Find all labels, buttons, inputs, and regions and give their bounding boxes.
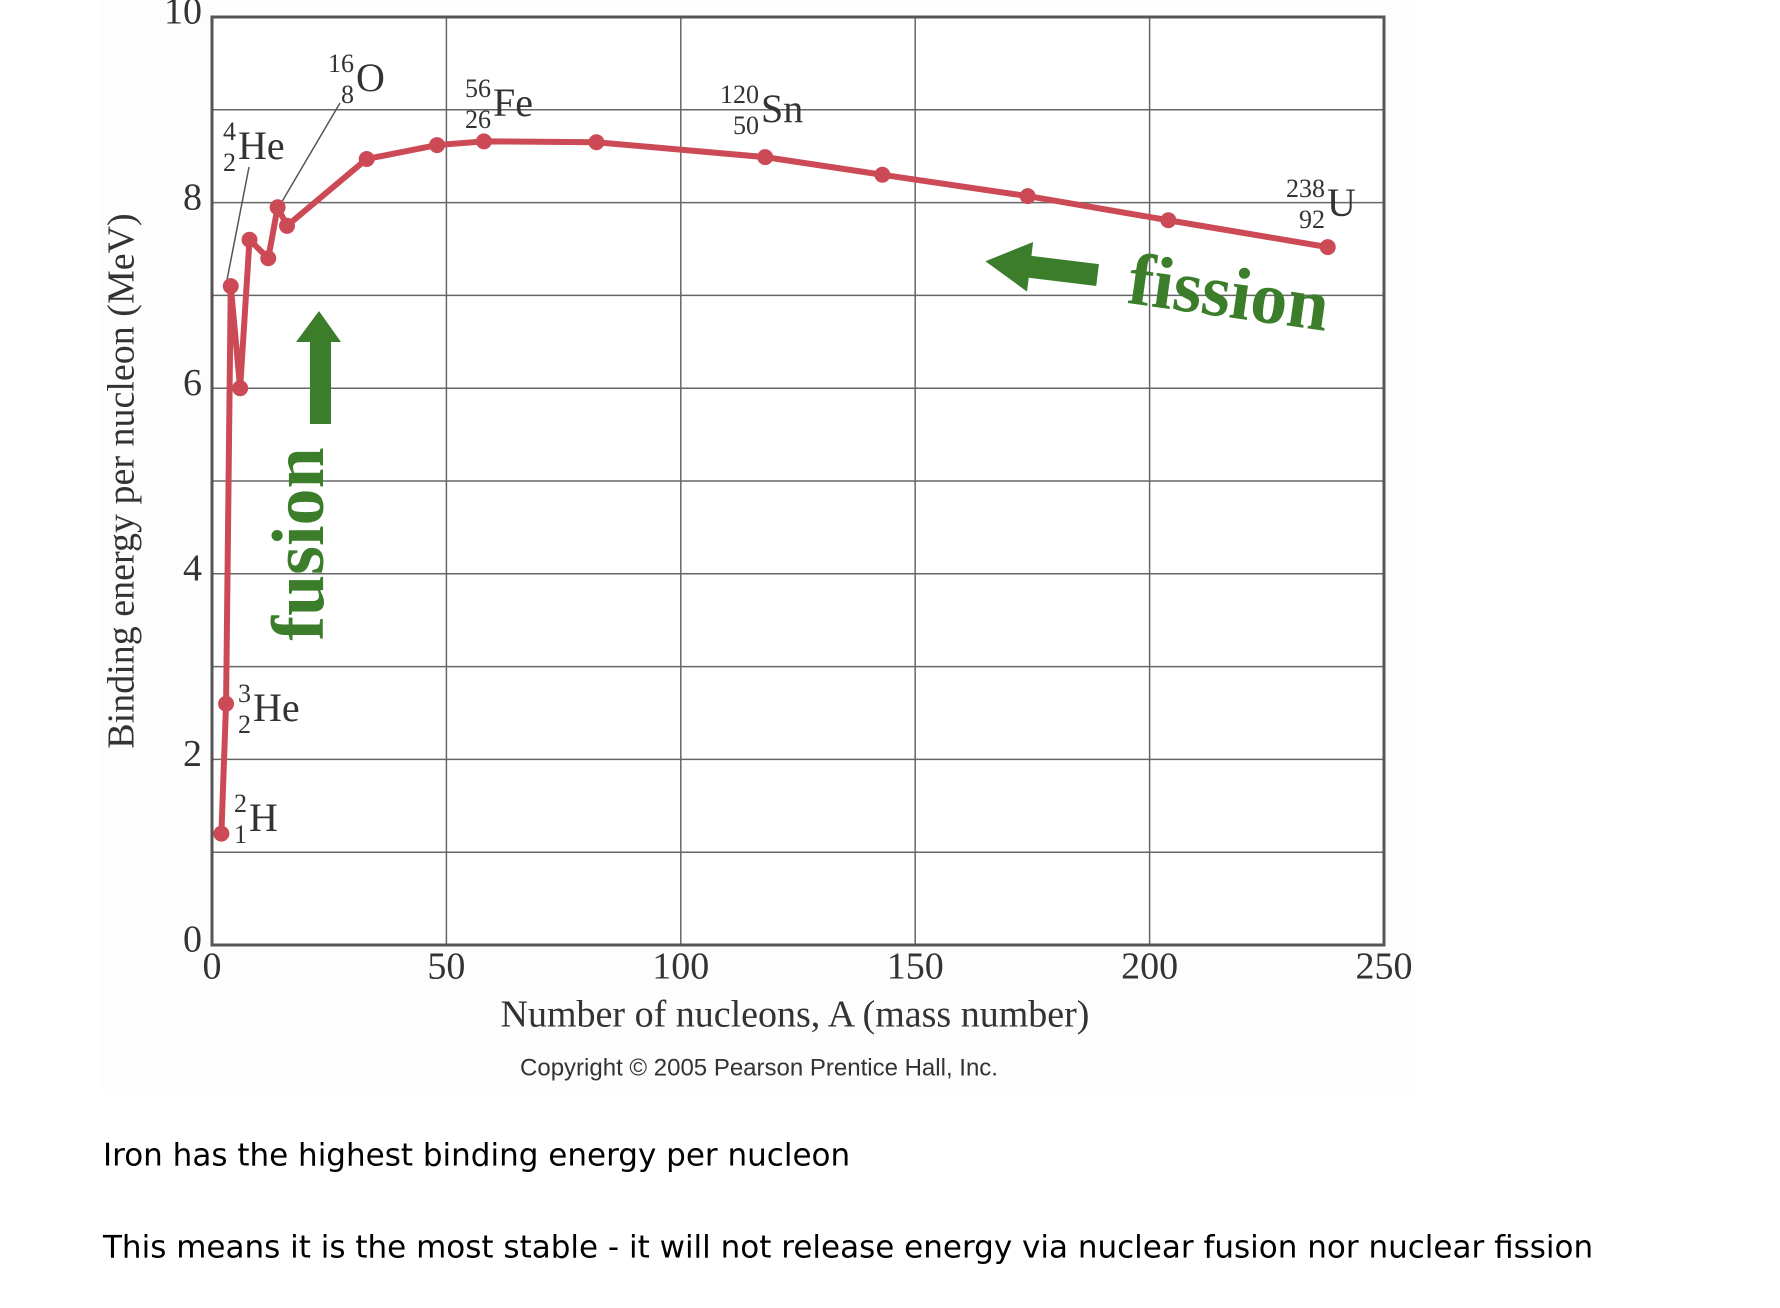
data-point [241, 231, 258, 248]
data-point [269, 199, 286, 216]
y-tick-label: 4 [183, 548, 202, 590]
arrow-head [296, 311, 341, 342]
fusion-label: fusion [258, 447, 340, 640]
atomic-number: 8 [341, 80, 354, 109]
atomic-number: 92 [1299, 205, 1325, 234]
atomic-number: 50 [733, 111, 759, 140]
element-symbol: Fe [493, 80, 533, 125]
nuclide-label: 42 He [223, 117, 285, 177]
atomic-number: 2 [238, 710, 251, 739]
data-point [232, 380, 249, 397]
data-point [260, 250, 277, 267]
copyright: Copyright © 2005 Pearson Prentice Hall, … [520, 1054, 998, 1081]
data-point [279, 217, 296, 234]
y-tick-label: 6 [183, 362, 202, 404]
y-tick-label: 10 [164, 0, 202, 33]
mass-number: 56 [465, 74, 491, 103]
plot-frame [210, 15, 1386, 947]
x-tick-label: 250 [1356, 946, 1413, 988]
data-point [1019, 188, 1036, 205]
y-tick-label: 0 [183, 919, 202, 961]
y-axis-title: Binding energy per nucleon (MeV) [101, 213, 143, 748]
leader-line [225, 166, 250, 286]
data-point [222, 278, 239, 295]
y-tick-label: 8 [183, 176, 202, 218]
nuclide-label: 21 H [234, 789, 278, 849]
caption: Iron has the highest binding energy per … [103, 1138, 850, 1174]
grid [210, 15, 1386, 947]
element-symbol: O [356, 55, 385, 100]
mass-number: 16 [328, 49, 354, 78]
arrow-shaft [1026, 255, 1099, 286]
x-tick-label: 50 [427, 946, 465, 988]
mass-number: 3 [238, 679, 251, 708]
atomic-number: 26 [465, 105, 491, 134]
caption: This means it is the most stable - it wi… [102, 1230, 1593, 1266]
nuclide-label: 168 O [328, 49, 385, 109]
arrow-shaft [310, 340, 331, 424]
atomic-number: 1 [234, 820, 247, 849]
arrow-head [985, 241, 1034, 292]
fission-arrow [985, 241, 1099, 292]
data-point [757, 149, 774, 166]
data-point [429, 137, 446, 154]
mass-number: 2 [234, 789, 247, 818]
data-point [475, 133, 492, 150]
mass-number: 120 [720, 80, 759, 109]
data-point [218, 695, 235, 712]
x-tick-label: 100 [652, 946, 709, 988]
data-point [874, 166, 891, 183]
mass-number: 238 [1286, 174, 1325, 203]
element-symbol: He [238, 123, 285, 168]
fusion-arrow [296, 311, 341, 424]
data-point [1160, 212, 1177, 229]
y-tick-label: 2 [183, 733, 202, 775]
element-symbol: H [249, 795, 278, 840]
data-point [213, 825, 230, 842]
x-axis-title: Number of nucleons, A (mass number) [501, 994, 1090, 1036]
element-symbol: U [1327, 180, 1356, 225]
element-symbol: Sn [761, 86, 803, 131]
data-point [1319, 239, 1336, 256]
data-point [358, 150, 375, 167]
x-tick-label: 150 [887, 946, 944, 988]
element-symbol: He [253, 685, 300, 730]
x-tick-label: 0 [203, 946, 222, 988]
mass-number: 4 [223, 117, 236, 146]
leader-line [279, 102, 341, 206]
atomic-number: 2 [223, 148, 236, 177]
nuclide-label: 32 He [238, 679, 300, 739]
data-point [588, 134, 605, 151]
x-tick-label: 200 [1121, 946, 1178, 988]
